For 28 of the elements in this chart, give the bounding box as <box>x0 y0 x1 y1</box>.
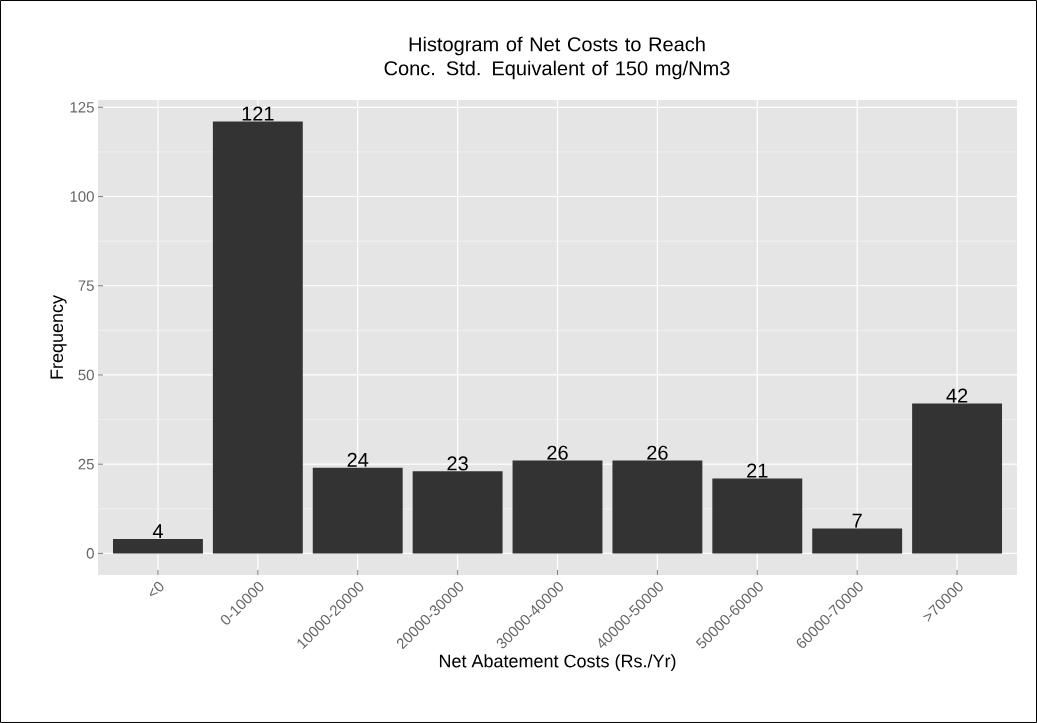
data-label: 4 <box>152 524 163 539</box>
x-axis-title: Net Abatement Costs (Rs./Yr) <box>439 654 676 671</box>
y-axis-title: Frequency <box>50 295 67 379</box>
y-tick-label: 100 <box>70 191 94 202</box>
data-label: 21 <box>747 463 768 478</box>
bar <box>112 539 203 554</box>
x-tick-label: <0 <box>149 581 164 596</box>
bar <box>712 478 803 554</box>
bar <box>912 403 1003 554</box>
y-tick-label: 75 <box>78 280 94 291</box>
data-label: 26 <box>647 445 668 460</box>
chart-title: Histogram of Net Costs to Reach Conc. Std. Equivalent of 150 mg/Nm3 <box>384 36 730 80</box>
data-label: 24 <box>347 452 369 467</box>
bar <box>612 460 703 554</box>
y-tick-label: 125 <box>70 101 94 113</box>
data-label: 42 <box>946 388 968 403</box>
bar <box>212 121 303 554</box>
bar <box>812 528 903 554</box>
y-tick-label: 50 <box>78 369 94 381</box>
bar <box>312 467 403 554</box>
data-label: 26 <box>547 445 568 460</box>
data-label: 7 <box>852 513 862 528</box>
y-tick-label: 0 <box>86 548 94 559</box>
data-label: 23 <box>447 456 468 471</box>
bar <box>512 460 603 554</box>
bar <box>412 471 503 554</box>
data-label: 121 <box>242 106 274 121</box>
y-tick-label: 25 <box>78 458 94 470</box>
